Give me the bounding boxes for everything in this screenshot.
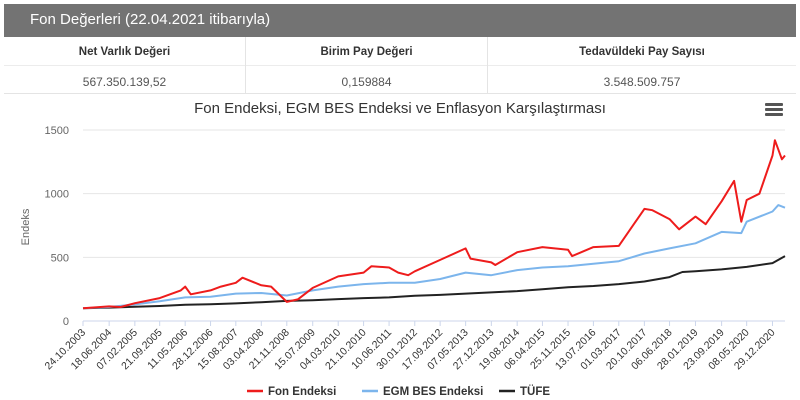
- stat-label: Tedavüldeki Pay Sayısı: [579, 46, 705, 58]
- grid-lines: [83, 129, 785, 322]
- series-line: [82, 204, 786, 310]
- header-title: Fon Değerleri (22.04.2021 itibarıyla): [30, 11, 271, 28]
- legend-label: EGM BES Endeksi: [383, 386, 483, 398]
- y-tick-label: 0: [63, 316, 69, 328]
- x-tick-labels: 24.10.200318.06.200407.02.200521.09.2005…: [42, 321, 778, 372]
- y-tick-labels: 0 500 1000 1500: [45, 125, 69, 328]
- chart-title: Fon Endeksi, EGM BES Endeksi ve Enflasyo…: [194, 100, 606, 117]
- series-lines: [82, 139, 786, 310]
- y-tick-label: 1000: [45, 189, 69, 201]
- y-axis-label: Endeks: [20, 208, 32, 245]
- y-tick-label: 500: [51, 252, 69, 264]
- legend-item[interactable]: TÜFE: [499, 385, 550, 398]
- stat-divider: [246, 65, 487, 66]
- chart-legend: Fon Endeksi EGM BES Endeksi TÜFE: [247, 385, 550, 398]
- legend-label: TÜFE: [520, 385, 550, 398]
- stat-outstanding-shares: Tedavüldeki Pay Sayısı 3.548.509.757: [488, 37, 796, 93]
- menu-bar: [765, 103, 783, 106]
- stat-value: 0,159884: [341, 75, 392, 89]
- y-tick-label: 1500: [45, 125, 69, 137]
- legend-label: Fon Endeksi: [268, 386, 336, 398]
- legend-item[interactable]: Fon Endeksi: [247, 386, 336, 398]
- stat-divider: [4, 65, 245, 66]
- stat-net-asset-value: Net Varlık Değeri 567.350.139,52: [4, 37, 246, 93]
- stat-value: 567.350.139,52: [82, 75, 167, 89]
- fund-stats-table: Net Varlık Değeri 567.350.139,52 Birim P…: [4, 37, 796, 94]
- hamburger-menu-icon[interactable]: [765, 103, 783, 117]
- stat-unit-share-value: Birim Pay Değeri 0,159884: [246, 37, 488, 93]
- menu-bar: [765, 108, 783, 111]
- stat-value: 3.548.509.757: [603, 75, 681, 89]
- fund-values-header: Fon Değerleri (22.04.2021 itibarıyla): [4, 4, 796, 37]
- stat-label: Net Varlık Değeri: [78, 46, 171, 58]
- menu-bar: [765, 113, 783, 116]
- series-line: [82, 139, 786, 310]
- stat-label: Birim Pay Değeri: [320, 46, 413, 58]
- stat-divider: [488, 65, 796, 66]
- series-line: [82, 255, 786, 310]
- legend-item[interactable]: EGM BES Endeksi: [362, 386, 483, 398]
